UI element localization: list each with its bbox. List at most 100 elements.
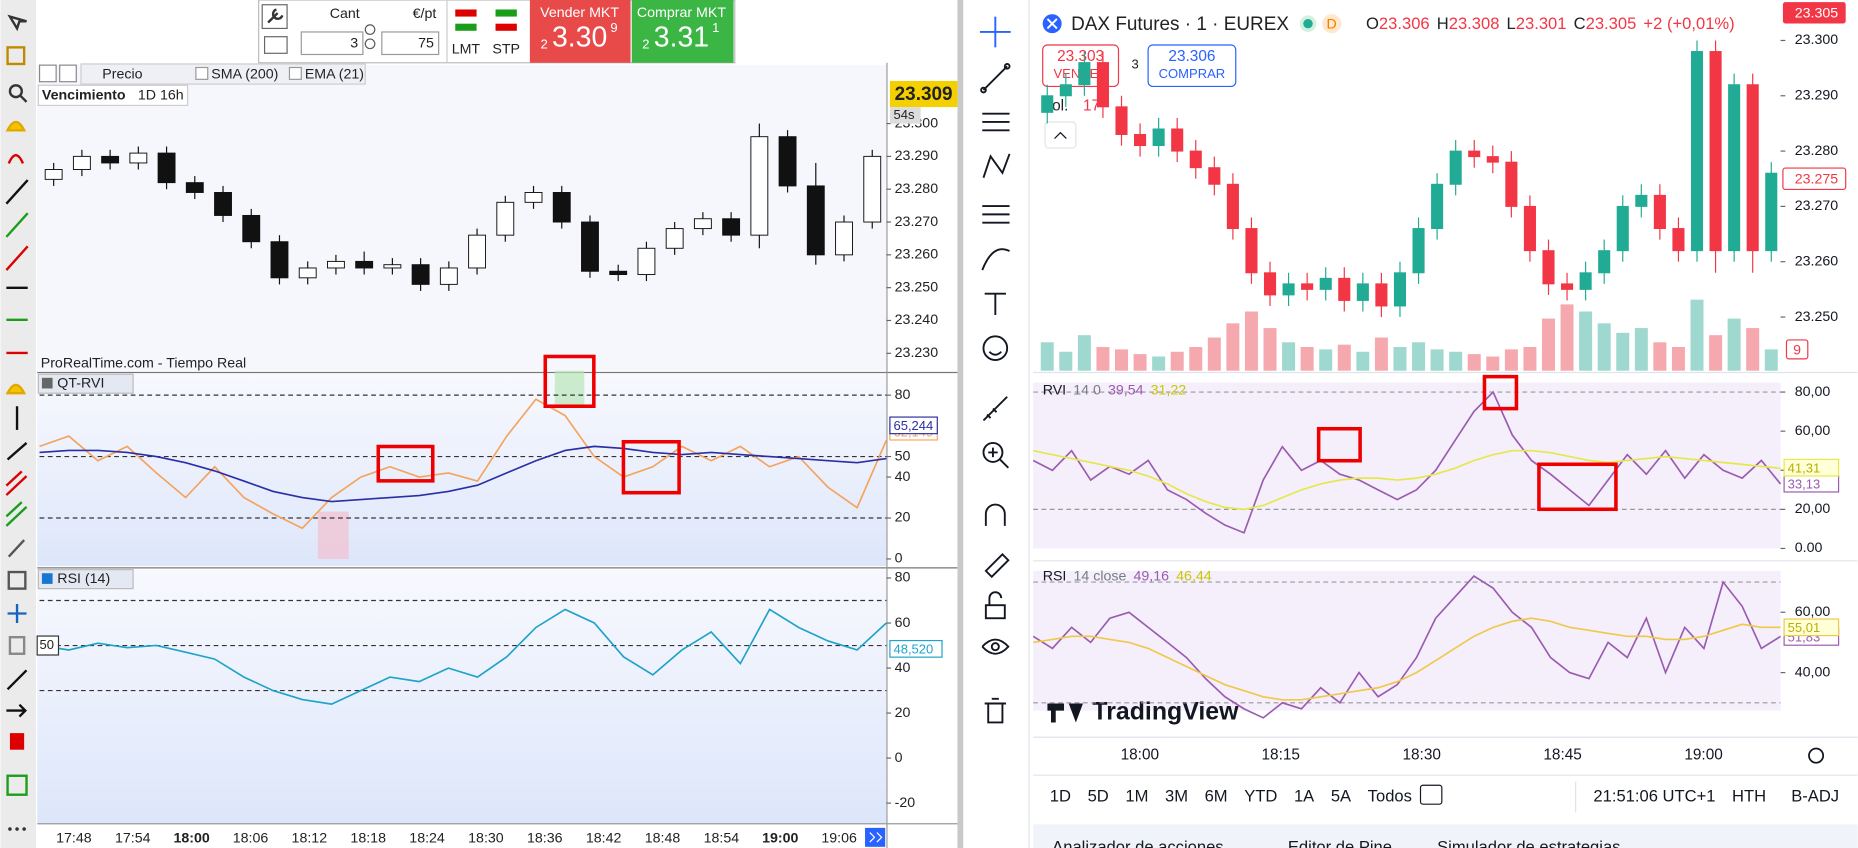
volume-bar [1579,311,1593,371]
x-tick-label: 18:06 [233,830,269,846]
price-tag: 23.309 [895,84,953,105]
candle-body [1523,205,1536,252]
unit-input[interactable] [381,31,440,56]
checkbox[interactable] [195,66,209,80]
bottom-tab[interactable]: Editor de Pine [1288,837,1392,848]
limit-label[interactable]: LMT [452,41,481,57]
indicator-line [1032,390,1782,534]
candle-body [101,155,120,164]
quantity-value: 3 [350,36,358,52]
window-divider [957,0,964,848]
volume-bar [1504,349,1518,371]
highlight-box [543,354,596,409]
volume-value: 17 [1083,98,1100,115]
volume-bar [1189,347,1203,371]
price-tag: 55,01 [1788,620,1821,635]
buy-button[interactable] [631,0,734,63]
ohlc-value: 23.306 [1379,14,1430,33]
volume-bar [1374,337,1388,371]
legend-button[interactable] [38,64,57,83]
y-tick-label: 20,00 [1795,501,1831,517]
volume-tag: 9 [1793,342,1801,358]
calendar-icon[interactable] [1419,784,1443,805]
candle-body [355,260,374,269]
volume-bar [1133,354,1147,371]
volume-bar [1671,347,1685,371]
volume-bar [1282,342,1296,371]
volume-bar [1764,349,1778,371]
y-tick-label: 0 [895,551,903,567]
legend-sma: SMA (200) [211,66,278,82]
indicator-header: 14 close [1073,569,1126,585]
y-tick-label: 20 [895,510,911,526]
range-button[interactable]: 1A [1294,786,1315,805]
price-tag: 65,244 [893,418,933,433]
candle-body [1431,183,1444,230]
bottom-tab[interactable]: Simulador de estrategias [1437,837,1620,848]
volume-bar [1653,342,1667,371]
range-button[interactable]: 6M [1205,786,1228,805]
candle-body [1449,150,1462,185]
candle-body [1598,250,1611,274]
indicator-line [1032,575,1781,719]
volume-tag-box [1785,339,1809,360]
ohlc-value: 23.301 [1516,14,1567,33]
bottom-tabs-bar [1033,824,1858,848]
x-tick-label: 18:30 [468,830,504,846]
volume-bar [1077,335,1091,371]
volume-bar [1356,351,1370,371]
y-tick-label: 23.280 [1795,143,1839,159]
candle-body [1134,134,1147,147]
status-dot [1303,18,1313,29]
y-tick-label: 40 [895,660,911,676]
volume-bar [1560,304,1574,371]
legend-ema: EMA (21) [305,66,364,82]
range-button[interactable]: 1D [1050,786,1071,805]
legend-button[interactable] [59,64,77,83]
y-tick-label: 23.250 [895,279,939,295]
stop-label[interactable]: STP [492,41,520,57]
bottom-tab[interactable]: Analizador de acciones [1052,837,1223,848]
range-button[interactable]: 5D [1088,786,1109,805]
candle-body [1319,277,1332,290]
quantity-input[interactable] [300,31,364,56]
level-marker-box [36,635,60,656]
range-button[interactable]: 5A [1331,786,1352,805]
volume-bar [1393,347,1407,371]
price-tag: 33,13 [1788,476,1821,491]
buy-button[interactable] [1147,44,1237,88]
candle-body [468,234,487,269]
range-button[interactable]: 3M [1165,786,1188,805]
indicator-header: 49,16 [1134,569,1170,585]
candle-body [1672,228,1685,252]
range-button[interactable]: 1M [1125,786,1148,805]
candle-body [1653,194,1666,230]
y-tick-label: 20 [895,705,911,721]
candle-body [439,267,458,285]
legend-price: Precio [102,66,142,82]
indicator-header: 31,22 [1151,383,1187,399]
indicator-header: 39,54 [1108,383,1144,399]
y-tick-label: 80 [895,570,911,586]
adjustment[interactable]: B-ADJ [1791,786,1839,805]
ohlc-key: H [1437,14,1449,33]
candle-body [383,264,402,269]
settings-icon[interactable] [1808,747,1825,764]
candle-body [129,152,148,164]
x-tick-label: 18:18 [350,830,386,846]
sell-button[interactable] [529,0,631,63]
x-tick-label: 18:30 [1402,747,1440,764]
checkbox[interactable] [288,66,302,80]
volume-bar [1523,347,1537,371]
indicator-line [1033,449,1781,511]
keyboard-button[interactable] [263,36,288,54]
volume-bar [1541,318,1555,371]
range-button[interactable]: YTD [1244,786,1277,805]
volume-bar [1319,349,1333,371]
y-tick-label: 23.280 [895,181,939,197]
range-button[interactable]: Todos [1368,786,1412,805]
session[interactable]: HTH [1732,786,1766,805]
y-tick-label: 23.270 [1795,198,1839,214]
collapse-button[interactable] [1044,121,1077,149]
